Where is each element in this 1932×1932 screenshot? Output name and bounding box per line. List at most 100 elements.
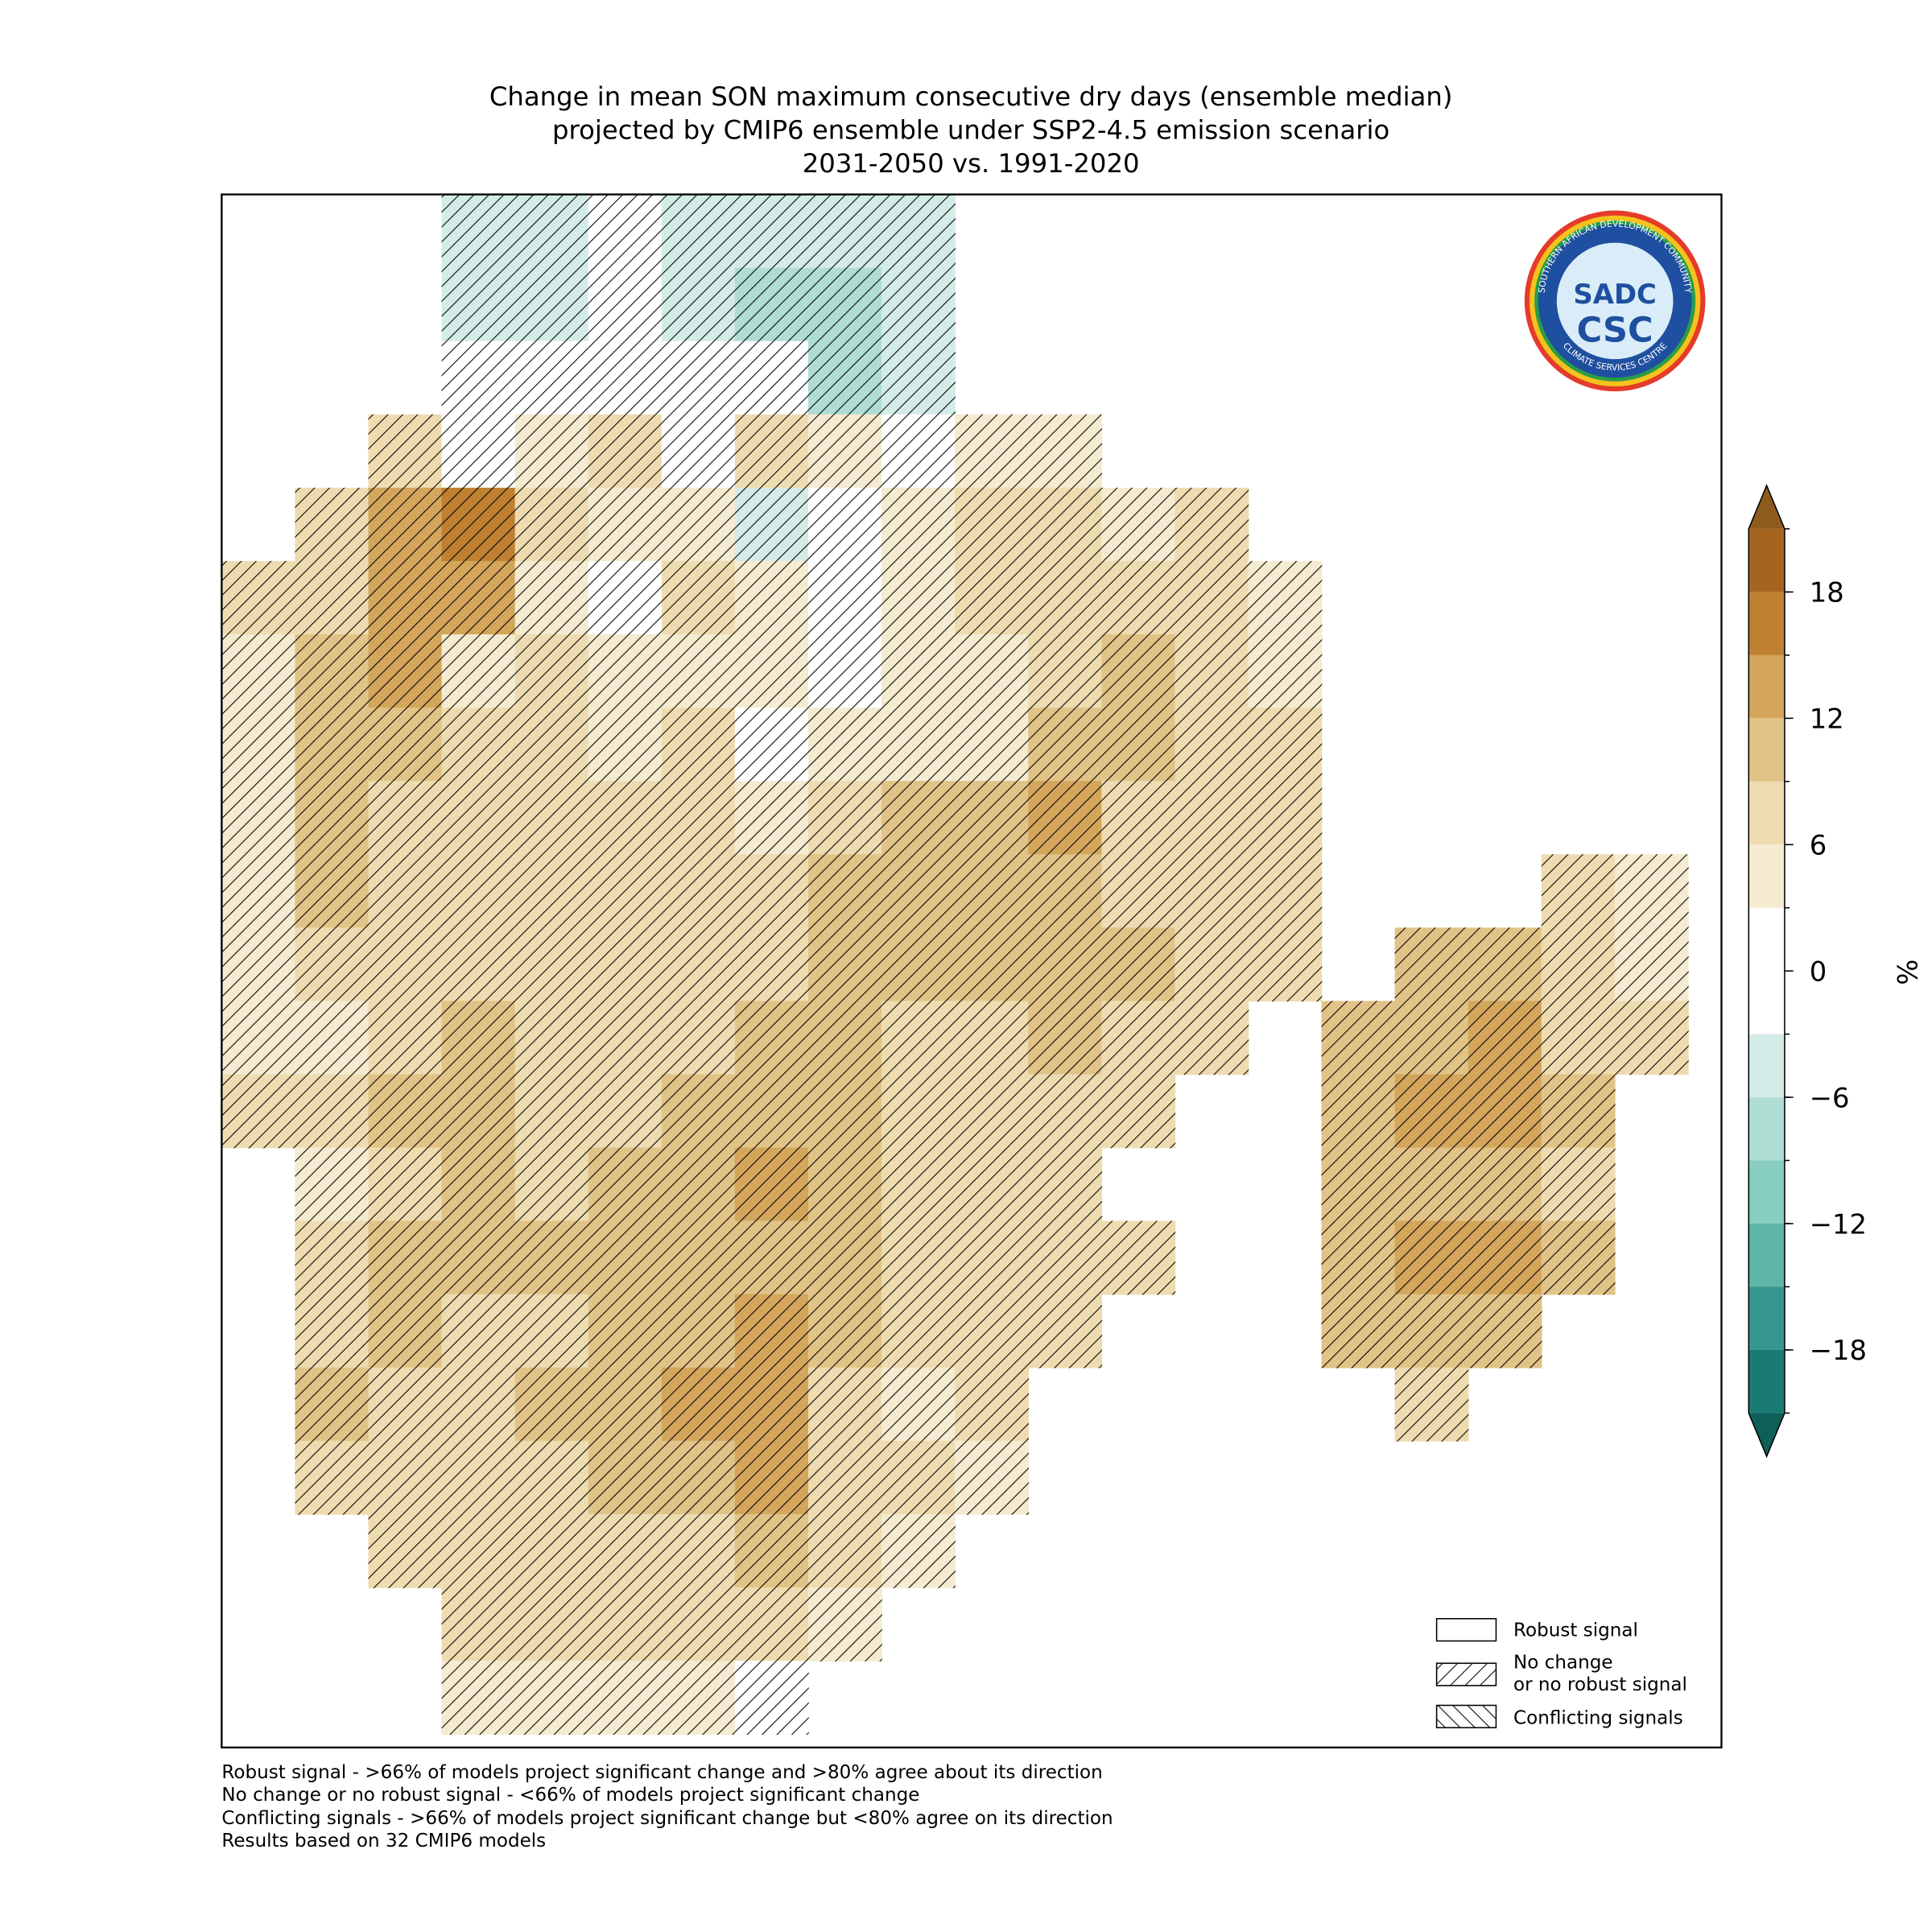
hatch [881, 341, 956, 415]
hatch [1248, 927, 1323, 1002]
hatch [295, 487, 369, 562]
hatch [1028, 1220, 1103, 1295]
hatch [588, 708, 663, 782]
hatch [368, 414, 443, 489]
hatch [588, 1074, 663, 1149]
colorbar-bin [1748, 781, 1785, 845]
hatch [807, 1001, 882, 1075]
hatch [807, 194, 882, 269]
hatch [881, 1367, 956, 1442]
hatch [955, 487, 1029, 562]
colorbar-tick-label: −18 [1810, 1335, 1867, 1366]
colorbar-bin [1748, 907, 1785, 1034]
hatch [514, 414, 589, 489]
hatch [881, 414, 956, 489]
hatch [955, 1440, 1029, 1515]
hatch [734, 1074, 809, 1149]
hatch [441, 1074, 516, 1149]
hatch [295, 708, 369, 782]
hatch [1248, 781, 1323, 855]
footnote: Results based on 32 CMIP6 models [221, 1831, 546, 1852]
hatch [1394, 1147, 1469, 1222]
hatch [1541, 854, 1616, 929]
hatch [1101, 854, 1176, 929]
hatch [1321, 1220, 1396, 1295]
hatch [514, 1513, 589, 1588]
colorbar-bin [1748, 1034, 1785, 1098]
colorbar-tick-label: −6 [1810, 1082, 1850, 1113]
hatch [1248, 634, 1323, 708]
hatch [881, 487, 956, 562]
hatch [441, 1513, 516, 1588]
hatch [807, 267, 882, 342]
hatch [441, 854, 516, 929]
hatch [514, 560, 589, 635]
hatch [734, 1220, 809, 1295]
hatch [881, 634, 956, 708]
hatch [661, 194, 736, 269]
hatch [368, 1220, 443, 1295]
hatch [661, 1367, 736, 1442]
hatch [441, 1440, 516, 1515]
hatch [295, 927, 369, 1002]
hatch [368, 1074, 443, 1149]
colorbar-bin [1748, 592, 1785, 655]
hatch [955, 414, 1029, 489]
hatch [734, 1294, 809, 1368]
hatch [368, 560, 443, 635]
hatch [1321, 1001, 1396, 1075]
hatch [1394, 1220, 1469, 1295]
hatch [221, 634, 296, 708]
hatch [368, 1147, 443, 1222]
hatch [1174, 560, 1249, 635]
hatch [588, 781, 663, 855]
hatch [807, 634, 882, 708]
hatch [1101, 1074, 1176, 1149]
hatch [514, 194, 589, 269]
hatch [661, 781, 736, 855]
hatch [955, 1001, 1029, 1075]
hatch [1174, 708, 1249, 782]
hatch [1614, 1001, 1689, 1075]
hatch [295, 1294, 369, 1368]
hatch [1174, 487, 1249, 562]
hatch [441, 781, 516, 855]
hatch [368, 927, 443, 1002]
hatch [1028, 854, 1103, 929]
hatch [955, 1294, 1029, 1368]
hatch [734, 194, 809, 269]
hatch [1468, 1147, 1542, 1222]
title-line: projected by CMIP6 ensemble under SSP2-4… [552, 114, 1389, 145]
legend-label: Robust signal [1513, 1620, 1638, 1641]
hatch [955, 927, 1029, 1002]
hatch [881, 1001, 956, 1075]
hatch [1468, 1220, 1542, 1295]
hatch [441, 267, 516, 342]
hatch [514, 781, 589, 855]
hatch [1174, 634, 1249, 708]
hatch [955, 1367, 1029, 1442]
hatch [661, 1513, 736, 1588]
colorbar-tick-label: 12 [1810, 704, 1844, 735]
hatch [955, 1147, 1029, 1222]
hatch [1321, 1147, 1396, 1222]
hatch [1028, 708, 1103, 782]
hatch [588, 1661, 663, 1735]
hatch [661, 1147, 736, 1222]
logo: SOUTHERN AFRICAN DEVELOPMENT COMMUNITY C… [1524, 210, 1706, 392]
hatch [807, 708, 882, 782]
hatch [1394, 1074, 1469, 1149]
hatch [734, 634, 809, 708]
hatch [514, 634, 589, 708]
hatch [514, 1147, 589, 1222]
hatch [734, 1587, 809, 1662]
colorbar-label: % [1893, 960, 1924, 985]
hatch [661, 1001, 736, 1075]
hatch [1394, 927, 1469, 1002]
hatch [368, 1001, 443, 1075]
hatch [588, 1001, 663, 1075]
hatch [1541, 1147, 1616, 1222]
logo-text: CSC [1577, 311, 1653, 351]
hatch [588, 927, 663, 1002]
hatch [807, 1147, 882, 1222]
